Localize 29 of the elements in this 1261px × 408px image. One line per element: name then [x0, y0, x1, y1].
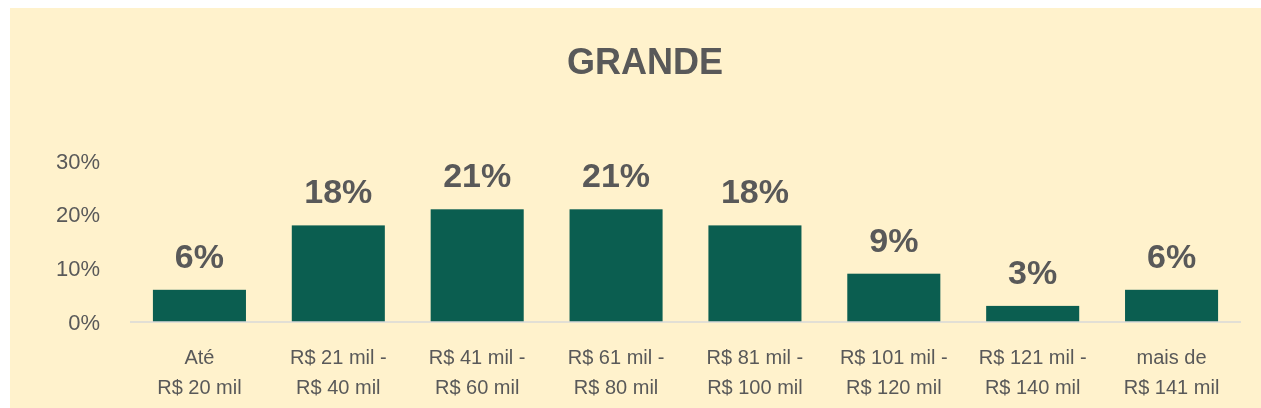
bar	[1125, 289, 1219, 322]
bar	[847, 273, 941, 322]
data-label: 9%	[869, 220, 919, 259]
x-tick-label: R$ 21 mil - R$ 40 mil	[289, 346, 387, 398]
x-tick-label: R$ 41 mil - R$ 60 mil	[428, 346, 526, 398]
data-label: 6%	[174, 236, 225, 275]
x-tick-label: R$ 101 mil - R$ 120 mil	[839, 346, 948, 398]
data-label: 18%	[304, 172, 373, 211]
data-label: 6%	[1146, 236, 1197, 275]
x-tick-label: R$ 81 mil - R$ 100 mil	[706, 346, 804, 398]
bar	[569, 209, 663, 322]
data-label: 21%	[582, 156, 651, 195]
x-tick-label: Até R$ 20 mil	[157, 346, 242, 398]
bar	[152, 289, 246, 322]
bar	[708, 225, 802, 322]
y-tick-label: 0%	[68, 309, 100, 335]
x-tick-label: R$ 121 mil - R$ 140 mil	[978, 346, 1087, 398]
y-tick-label: 20%	[55, 202, 100, 228]
bar	[430, 209, 524, 322]
x-tick-label: R$ 61 mil - R$ 80 mil	[567, 346, 665, 398]
bar	[986, 305, 1080, 322]
data-label: 18%	[720, 172, 789, 211]
data-label: 3%	[1008, 252, 1058, 291]
y-tick-label: 30%	[55, 148, 100, 174]
x-tick-label: mais de R$ 141 mil	[1123, 346, 1220, 398]
chart-title: GRANDE	[566, 41, 724, 82]
data-label: 21%	[443, 156, 512, 195]
bar	[291, 225, 385, 322]
y-tick-label: 10%	[55, 256, 100, 282]
